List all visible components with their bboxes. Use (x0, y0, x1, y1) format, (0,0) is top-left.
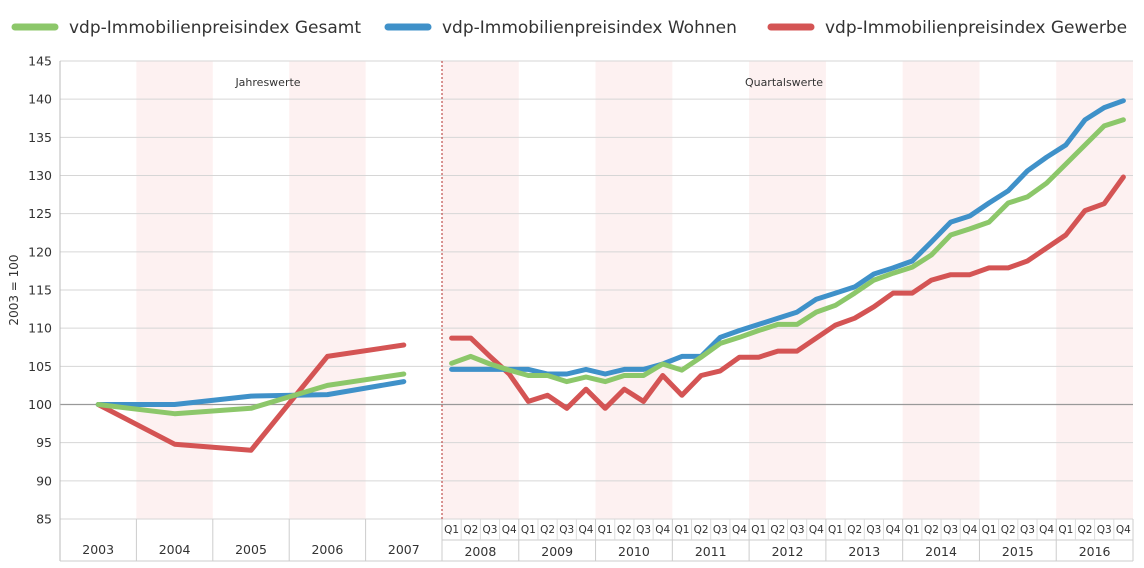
series-lines (95, 98, 1126, 453)
x-tick-quarter: Q3 (483, 524, 498, 536)
x-tick-year-2011: 2011 (695, 544, 727, 559)
x-tick-quarter: Q3 (1097, 524, 1112, 536)
y-tick-label: 130 (28, 168, 52, 183)
x-tick-quarter: Q3 (1020, 524, 1035, 536)
x-tick-year-2004: 2004 (159, 542, 191, 557)
x-tick-quarter: Q4 (1039, 524, 1054, 536)
x-tick-quarter: Q4 (1116, 524, 1131, 536)
y-tick-label: 110 (28, 321, 52, 336)
x-tick-year-2014: 2014 (925, 544, 957, 559)
x-tick-quarter: Q2 (617, 524, 632, 536)
y-tick-label: 95 (36, 435, 52, 450)
x-axis: 2003 2004 2005 2006 2007 Q1 Q2 Q3 Q4 2008 Q1 Q2 Q3 Q4… (60, 519, 1134, 562)
y-tick-label: 140 (28, 92, 52, 107)
legend: vdp-Immobilienpreisindex Gesamt vdp-Immob… (11, 18, 1127, 38)
x-tick-quarter: Q2 (463, 524, 478, 536)
x-tick-year-2010: 2010 (618, 544, 650, 559)
x-tick-quarter: Q2 (847, 524, 862, 536)
x-tick-quarter: Q4 (578, 524, 593, 536)
x-tick-quarter: Q1 (444, 524, 459, 536)
x-tick-quarter: Q4 (732, 524, 747, 536)
x-tick-quarter: Q1 (982, 524, 997, 536)
series-quarterly-line-2 (449, 174, 1126, 411)
y-tick-label: 145 (28, 54, 52, 69)
y-axis-ticks: 85 90 95 100 105 110 115 120 125 130 135 140 145 (28, 54, 52, 527)
x-tick-quarter: Q1 (828, 524, 843, 536)
x-tick-quarter: Q2 (770, 524, 785, 536)
legend-label-1: vdp-Immobilienpreisindex Wohnen (442, 18, 737, 38)
series-annual-line-0 (95, 371, 407, 417)
x-tick-quarter: Q2 (540, 524, 555, 536)
series-quarterly-line-1 (449, 98, 1126, 377)
annotation-quarterly: Quartalswerte (745, 76, 823, 89)
x-tick-year-2007: 2007 (388, 542, 420, 557)
y-tick-label: 85 (36, 512, 52, 527)
x-tick-quarter: Q3 (559, 524, 574, 536)
x-tick-quarter: Q1 (751, 524, 766, 536)
x-tick-quarter: Q1 (598, 524, 613, 536)
x-tick-year-2012: 2012 (772, 544, 804, 559)
x-tick-quarter: Q3 (943, 524, 958, 536)
x-tick-quarter: Q4 (886, 524, 901, 536)
x-tick-quarter: Q1 (521, 524, 536, 536)
x-tick-year-2003: 2003 (82, 542, 114, 557)
x-tick-quarter: Q4 (502, 524, 517, 536)
legend-label-2: vdp-Immobilienpreisindex Gewerbe (825, 18, 1127, 38)
x-tick-quarter: Q1 (1058, 524, 1073, 536)
series-quarterly-line-0 (449, 117, 1126, 385)
x-tick-quarter: Q2 (924, 524, 939, 536)
x-tick-quarter: Q4 (809, 524, 824, 536)
annotations: Jahreswerte Quartalswerte (234, 76, 823, 89)
y-tick-label: 135 (28, 130, 52, 145)
y-tick-label: 90 (36, 473, 52, 488)
x-tick-quarter: Q3 (790, 524, 805, 536)
x-tick-quarter: Q3 (866, 524, 881, 536)
x-tick-quarter: Q4 (655, 524, 670, 536)
grid-lines (59, 60, 1133, 561)
x-tick-year-2016: 2016 (1079, 544, 1111, 559)
annotation-annual: Jahreswerte (234, 76, 300, 89)
x-tick-year-2015: 2015 (1002, 544, 1034, 559)
x-tick-quarter: Q2 (1078, 524, 1093, 536)
x-tick-quarter: Q1 (674, 524, 689, 536)
x-tick-year-2009: 2009 (541, 544, 573, 559)
x-tick-quarter: Q3 (713, 524, 728, 536)
y-tick-label: 100 (28, 397, 52, 412)
y-tick-label: 120 (28, 244, 52, 259)
y-tick-label: 125 (28, 206, 52, 221)
x-tick-year-2005: 2005 (235, 542, 267, 557)
y-axis-title: 2003 = 100 (7, 254, 21, 325)
series-annual-line-1 (95, 379, 407, 407)
legend-label-0: vdp-Immobilienpreisindex Gesamt (69, 18, 361, 38)
x-tick-year-2006: 2006 (311, 542, 343, 557)
x-tick-quarter: Q2 (1001, 524, 1016, 536)
x-tick-quarter: Q1 (905, 524, 920, 536)
x-tick-quarter: Q3 (636, 524, 651, 536)
x-tick-quarter: Q2 (694, 524, 709, 536)
series-annual-line-2 (95, 342, 407, 453)
x-tick-quarter: Q4 (962, 524, 977, 536)
x-tick-year-2008: 2008 (464, 544, 496, 559)
y-tick-label: 115 (28, 283, 52, 298)
x-tick-year-2013: 2013 (848, 544, 880, 559)
y-tick-label: 105 (28, 359, 52, 374)
